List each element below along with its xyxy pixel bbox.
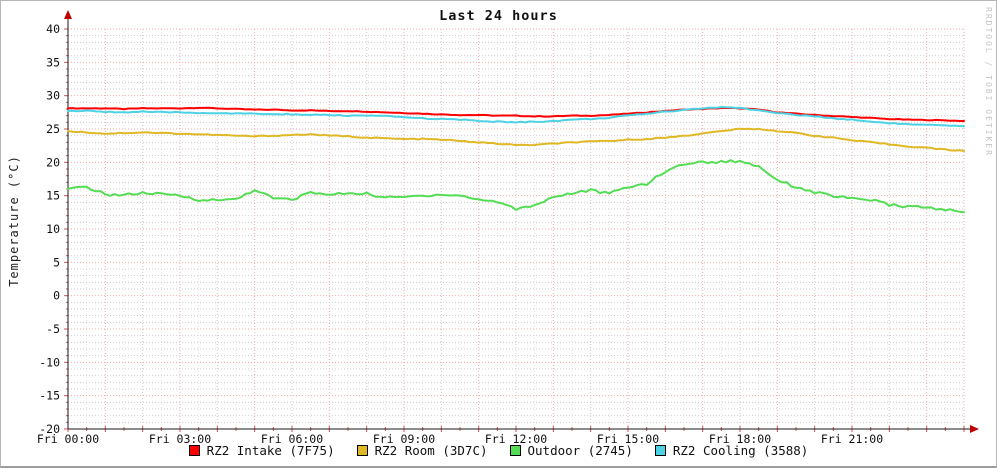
chart-legend: RZ2 Intake (7F75) RZ2 Room (3D7C) Outdoor … <box>1 443 996 458</box>
legend-item-rz2-cooling-3588: RZ2 Cooling (3588) <box>654 443 809 458</box>
legend-swatch <box>188 445 200 456</box>
grid-layer <box>68 28 965 430</box>
series-line-rz2-intake-7f75 <box>67 106 965 122</box>
legend-swatch <box>356 445 368 456</box>
y-tick-label: 10 <box>46 222 60 236</box>
axis-labels: -20 -15 -10 -5 0 5 10 15 20 25 30 35 40 Fri 00:00 Fri … <box>37 22 883 446</box>
y-tick-label: -15 <box>39 389 60 403</box>
y-tick-label: -20 <box>39 422 60 436</box>
y-tick-label: -10 <box>39 355 60 369</box>
y-tick-label: 0 <box>53 289 60 303</box>
legend-label: RZ2 Room (3D7C) <box>374 443 488 458</box>
series-line-rz2-room-3d7c <box>67 127 965 152</box>
legend-item-rz2-intake-7f75: RZ2 Intake (7F75) <box>188 443 335 458</box>
x-tick-label: Fri 03:00 <box>149 432 211 446</box>
legend-item-outdoor-2745: Outdoor (2745) <box>509 443 633 458</box>
series-line-rz2-cooling-3588 <box>67 106 965 128</box>
y-tick-label: 30 <box>46 89 60 103</box>
series-line-outdoor-2745 <box>67 159 965 214</box>
x-tick-label: Fri 06:00 <box>261 432 323 446</box>
legend-swatch <box>509 445 521 456</box>
legend-label: RZ2 Cooling (3588) <box>672 443 809 458</box>
y-tick-label: 35 <box>46 55 60 69</box>
x-tick-label: Fri 09:00 <box>373 432 435 446</box>
legend-swatch <box>654 445 666 456</box>
y-tick-label: 15 <box>46 189 60 203</box>
x-tick-label: Fri 00:00 <box>37 432 99 446</box>
page-title: Last 24 hours <box>439 8 558 24</box>
x-tick-label: Fri 12:00 <box>485 432 547 446</box>
legend-label: RZ2 Intake (7F75) <box>206 443 335 458</box>
y-tick-label: 40 <box>46 22 60 36</box>
legend-item-rz2-room-3d7c: RZ2 Room (3D7C) <box>356 443 488 458</box>
axes <box>64 10 979 433</box>
y-tick-label: -5 <box>46 322 60 336</box>
y-tick-label: 5 <box>53 255 60 269</box>
x-tick-label: Fri 15:00 <box>597 432 659 446</box>
rrdtool-watermark: RRDTOOL / TOBI OETIKER <box>984 7 993 157</box>
legend-label: Outdoor (2745) <box>527 443 633 458</box>
y-tick-label: 25 <box>46 122 60 136</box>
y-tick-label: 20 <box>46 155 60 169</box>
x-tick-label: Fri 21:00 <box>821 432 883 446</box>
x-tick-label: Fri 18:00 <box>709 432 771 446</box>
